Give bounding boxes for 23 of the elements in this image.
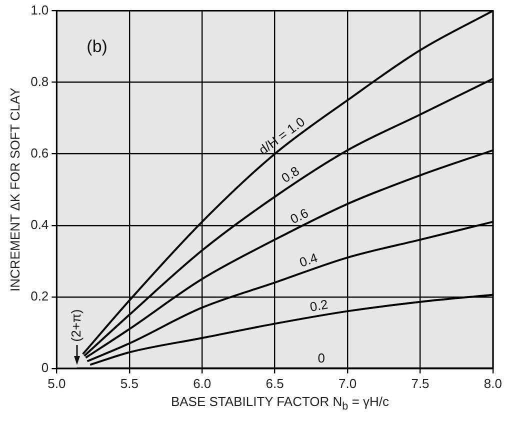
x-tick-label: 6.5	[266, 376, 284, 391]
x-tick-label: 7.5	[411, 376, 430, 391]
x-tick-label: 5.5	[120, 376, 138, 391]
y-axis-title: INCREMENT ΔK FOR SOFT CLAY	[7, 87, 22, 292]
series-label: 0	[318, 350, 325, 366]
text: 0.2	[308, 296, 330, 314]
x-tick-label: 6.0	[193, 376, 212, 391]
x-tick-label: 7.0	[338, 376, 357, 391]
text: 0.6	[288, 205, 311, 227]
y-tick-label: 0.4	[30, 216, 49, 232]
x-tick-label: 8.0	[484, 376, 502, 391]
y-tick-label: 0.6	[30, 145, 49, 160]
text: 0.4	[298, 250, 320, 270]
annotation: (2+π)	[68, 309, 84, 342]
text: 0.8	[278, 163, 302, 186]
y-tick-label: 1.0	[30, 2, 49, 18]
y-tick-label: 0.2	[30, 288, 49, 304]
y-tick-label: 0.8	[30, 74, 49, 89]
annotation: (b)	[86, 36, 108, 56]
text: d/H = 1.0	[256, 114, 308, 158]
x-axis-title: BASE STABILITY FACTOR N$_{b}$ = γH/c	[170, 394, 390, 413]
x-tick-label: 5.0	[48, 376, 66, 391]
y-tick-label: 0	[41, 360, 49, 375]
